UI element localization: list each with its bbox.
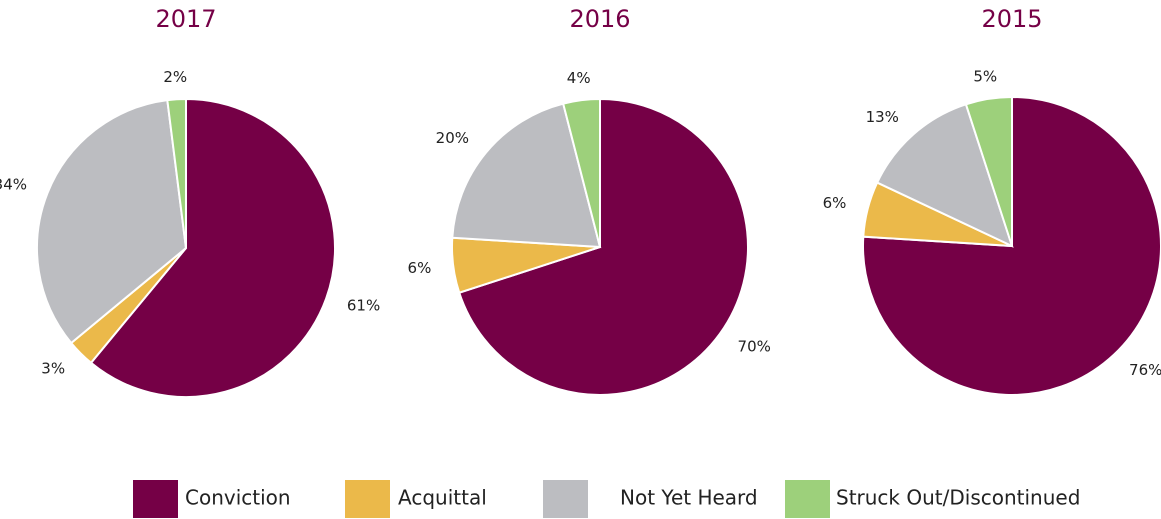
legend-swatch	[785, 480, 830, 518]
pie-slice	[875, 103, 1014, 248]
legend-swatch	[543, 480, 588, 518]
pie-slice	[964, 95, 1013, 247]
legend-swatch	[133, 480, 178, 518]
chart-title: 2015	[981, 5, 1042, 33]
pie-slice	[166, 97, 187, 249]
data-label: 6%	[823, 194, 847, 212]
pie-slice	[451, 102, 602, 249]
chart-title: 2016	[569, 5, 630, 33]
data-label: 70%	[738, 337, 771, 355]
data-label: 3%	[41, 359, 65, 377]
data-label: 76%	[1129, 361, 1161, 379]
data-label: 13%	[866, 108, 899, 126]
data-label: 6%	[408, 259, 432, 277]
pie-slice	[89, 97, 336, 398]
legend-label: Acquittal	[398, 486, 487, 510]
data-label: 4%	[567, 69, 591, 87]
data-label: 2%	[163, 68, 187, 86]
data-label: 61%	[347, 296, 380, 314]
legend-label: Conviction	[185, 486, 291, 510]
legend-label: Not Yet Heard	[620, 486, 758, 510]
data-label: 5%	[973, 68, 997, 86]
legend-swatch	[345, 480, 390, 518]
data-label: 20%	[436, 129, 469, 147]
pie-slice	[457, 97, 749, 396]
pie-slice	[561, 97, 601, 248]
legend-label: Struck Out/Discontinued	[836, 486, 1080, 510]
data-label: 34%	[0, 176, 27, 194]
pie-slice	[36, 99, 188, 345]
chart-title: 2017	[155, 5, 216, 33]
